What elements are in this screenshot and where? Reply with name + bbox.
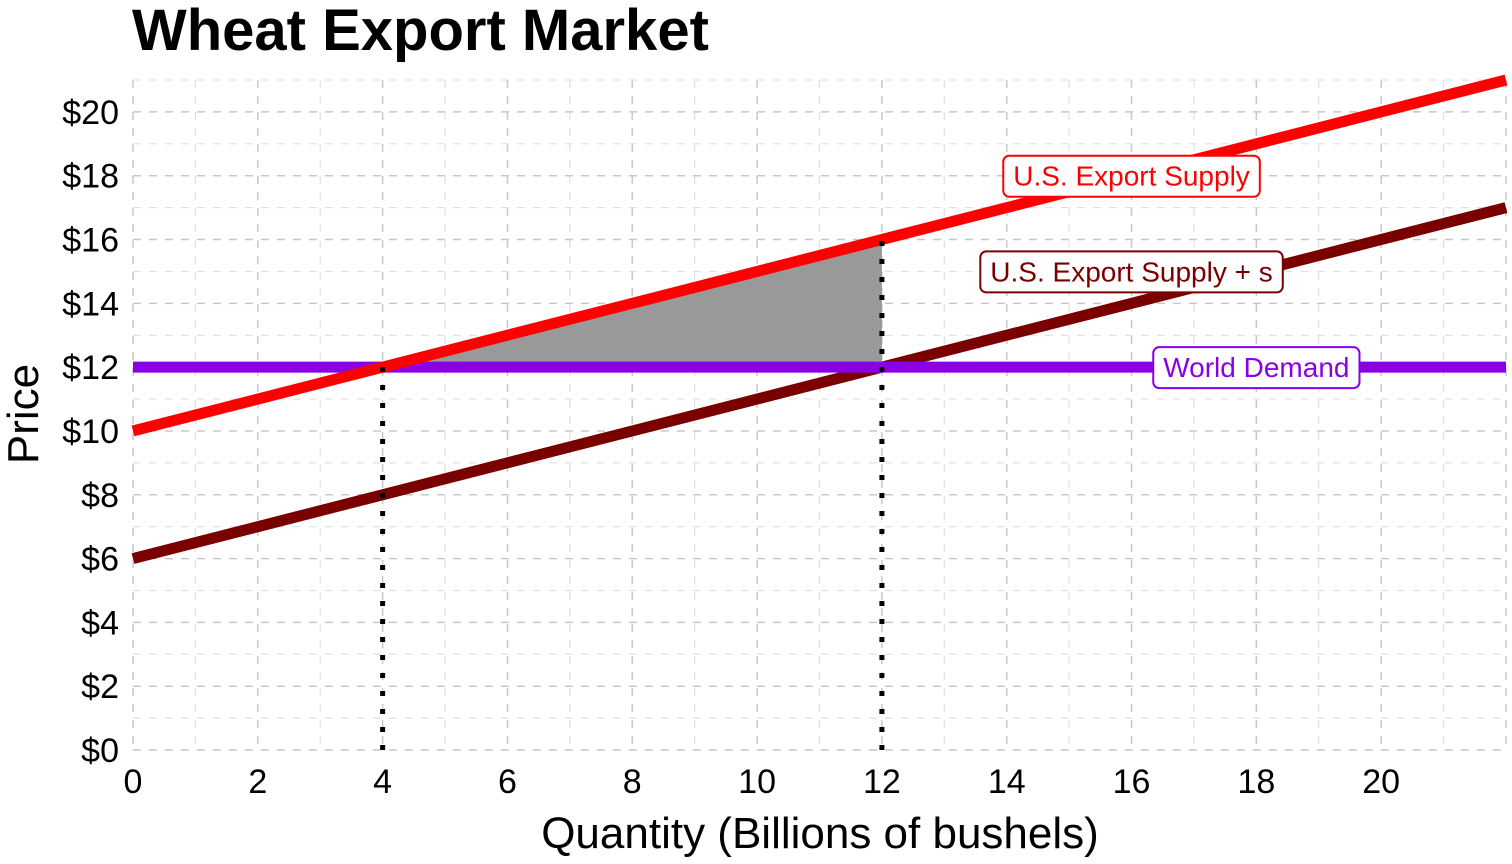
grid [132, 79, 1507, 751]
series-label-world-demand: World Demand [1152, 346, 1361, 390]
y-tick-label: $14 [62, 285, 119, 323]
y-tick-label: $10 [62, 413, 119, 451]
y-axis-ticks: $0 $2 $4 $6 $8 $10 $12 $14 $16 $18 $20 [62, 94, 119, 770]
y-tick-label: $8 [81, 477, 119, 515]
series-label-box [979, 250, 1284, 294]
series-label-text: U.S. Export Supply [1013, 161, 1250, 192]
series-label-box [1152, 346, 1361, 390]
x-tick-label: 16 [1113, 763, 1151, 801]
y-tick-label: $18 [62, 158, 119, 196]
chart-title: Wheat Export Market [132, 0, 709, 63]
x-tick-label: 8 [623, 763, 642, 801]
series-label-box [1002, 154, 1261, 198]
y-tick-label: $2 [81, 668, 119, 706]
x-axis-title: Quantity (Billions of bushels) [541, 809, 1099, 858]
y-tick-label: $6 [81, 541, 119, 579]
x-tick-label: 20 [1362, 763, 1400, 801]
x-axis-ticks: 0 2 4 6 8 10 12 14 16 18 20 [124, 763, 1401, 801]
series-label-text: U.S. Export Supply + s [990, 256, 1272, 287]
y-tick-label: $20 [62, 94, 119, 132]
y-tick-label: $4 [81, 604, 119, 642]
series-label-u-s-export-supply: U.S. Export Supply [1002, 154, 1261, 198]
y-axis-title: Price [0, 364, 48, 464]
series-labels: U.S. Export Supply U.S. Export Supply + s… [979, 154, 1361, 390]
x-tick-label: 4 [373, 763, 392, 801]
series-label-u-s-export-supply-s: U.S. Export Supply + s [979, 250, 1284, 294]
x-tick-label: 6 [498, 763, 517, 801]
reference-lines [380, 239, 885, 750]
x-tick-label: 18 [1237, 763, 1275, 801]
series-label-text: World Demand [1163, 352, 1349, 383]
y-tick-label: $0 [81, 732, 119, 770]
x-tick-label: 0 [124, 763, 143, 801]
x-tick-label: 10 [738, 763, 776, 801]
x-tick-label: 14 [988, 763, 1026, 801]
x-tick-label: 2 [248, 763, 267, 801]
y-tick-label: $16 [62, 222, 119, 260]
series-line-u-s-export-supply [131, 74, 1508, 437]
x-tick-label: 12 [863, 763, 901, 801]
y-tick-label: $12 [62, 349, 119, 387]
